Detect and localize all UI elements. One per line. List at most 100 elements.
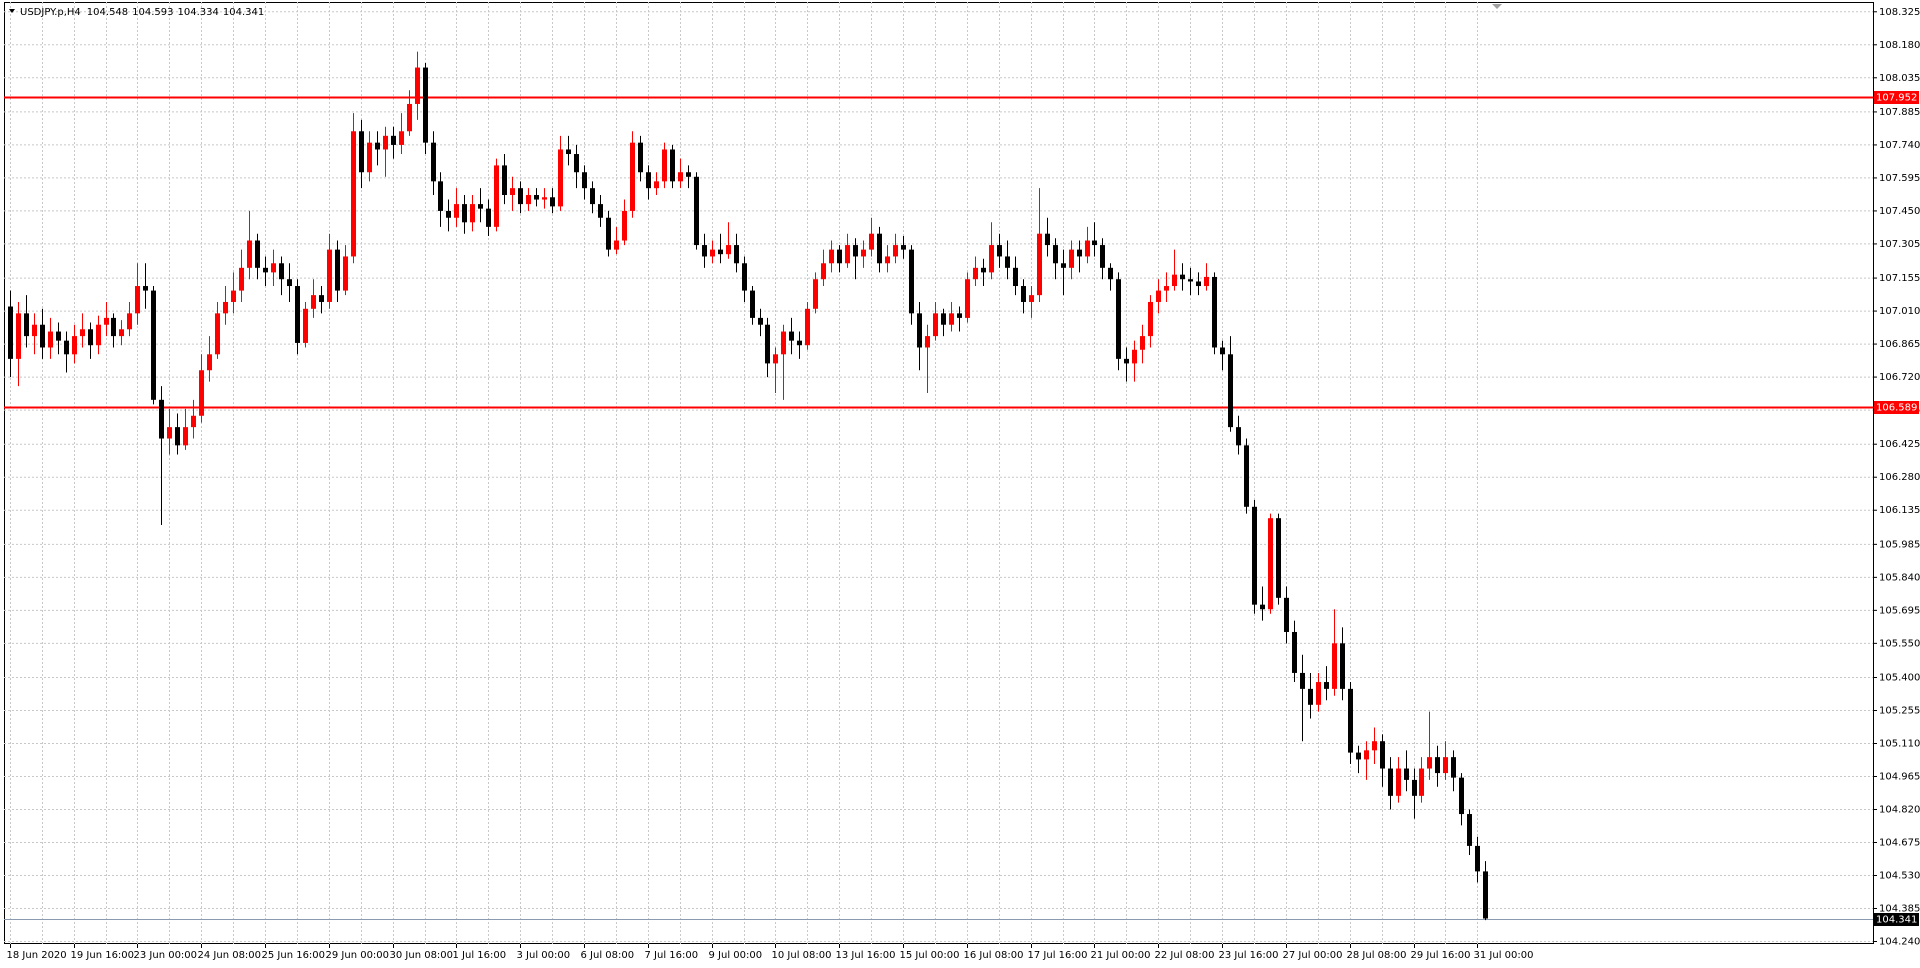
y-tick-label: 107.595 xyxy=(1879,173,1920,184)
candle-body xyxy=(494,165,499,227)
candle-body xyxy=(478,204,483,209)
candle-body xyxy=(1220,347,1225,355)
shift-marker[interactable] xyxy=(1492,4,1502,9)
x-tick-label: 25 Jun 16:00 xyxy=(262,950,326,961)
y-tick-label: 105.840 xyxy=(1879,572,1920,583)
candle-body xyxy=(1172,274,1177,287)
y-tick-label: 106.425 xyxy=(1879,439,1920,450)
price-label: 104.341 xyxy=(1876,915,1917,926)
candle-body xyxy=(1300,672,1305,689)
candle-body xyxy=(1332,643,1337,689)
candle-body xyxy=(510,188,515,195)
candle-body xyxy=(917,313,922,348)
candle-body xyxy=(1380,741,1385,769)
candle-body xyxy=(1443,757,1448,774)
candle-body xyxy=(143,286,148,291)
grid-layer xyxy=(4,2,1873,944)
candle-body xyxy=(167,427,172,439)
candle-body xyxy=(534,194,539,200)
candle-body xyxy=(56,331,61,341)
candle-body xyxy=(558,149,563,207)
candle-body xyxy=(1236,427,1241,446)
candle-body xyxy=(80,329,85,337)
candle-body xyxy=(702,245,707,257)
x-tick-label: 23 Jul 16:00 xyxy=(1219,950,1279,961)
candle-body xyxy=(223,301,228,314)
candle-body xyxy=(1188,279,1193,282)
candle-body xyxy=(311,295,316,309)
candle-body xyxy=(72,336,77,355)
label-layer: 108.325 108.180 108.035 107.885 107.740 107.5… xyxy=(7,7,1920,961)
x-tick-label: 18 Jun 2020 xyxy=(7,950,67,961)
candle-body xyxy=(335,249,340,291)
x-tick-label: 27 Jul 00:00 xyxy=(1283,950,1343,961)
candle-body xyxy=(239,267,244,291)
candle-body xyxy=(550,197,555,207)
level-label: 107.952 xyxy=(1876,93,1917,104)
candle-body xyxy=(1061,263,1066,268)
candle-body xyxy=(654,181,659,189)
x-tick-label: 6 Jul 08:00 xyxy=(581,950,635,961)
candle-body xyxy=(1029,295,1034,302)
candle-body xyxy=(518,188,523,205)
candle-body xyxy=(901,245,906,250)
low-value: 104.334 xyxy=(178,7,219,18)
level-label-box xyxy=(1874,401,1919,414)
candle-body xyxy=(726,245,731,255)
candle-body xyxy=(383,135,388,150)
candle-body xyxy=(215,313,220,355)
y-tick-label: 107.450 xyxy=(1879,206,1920,217)
candle-body xyxy=(574,154,579,173)
x-tick-label: 21 Jul 00:00 xyxy=(1091,950,1151,961)
candle-body xyxy=(678,172,683,182)
x-tick-label: 22 Jul 08:00 xyxy=(1155,950,1215,961)
candle-body xyxy=(24,313,29,337)
candle-body xyxy=(1388,768,1393,796)
candle-body xyxy=(542,197,547,200)
candle-body xyxy=(287,279,292,287)
candle-body xyxy=(64,340,69,355)
x-tick-label: 15 Jul 00:00 xyxy=(900,950,960,961)
candle-body xyxy=(598,204,603,218)
candle-body xyxy=(415,67,420,104)
candle-body xyxy=(805,308,810,346)
candle-body xyxy=(742,263,747,291)
chart-header: USDJPY.p,H4 104.548 104.593 104.334 104.341 xyxy=(20,7,264,18)
candle-body xyxy=(175,427,180,446)
candle-body xyxy=(462,204,467,223)
candle-body xyxy=(191,415,196,428)
candle-body xyxy=(630,142,635,211)
candle-body xyxy=(279,263,284,280)
candle-body xyxy=(789,331,794,341)
candle-body xyxy=(973,267,978,280)
candle-body xyxy=(773,354,778,364)
candle-body xyxy=(933,313,938,337)
candle-body xyxy=(1053,245,1058,264)
candle-layer xyxy=(8,51,1488,921)
level-layer xyxy=(4,96,1873,920)
y-tick-label: 107.305 xyxy=(1879,239,1920,250)
candle-body xyxy=(119,329,124,337)
candle-body xyxy=(1364,750,1369,760)
y-tick-label: 105.695 xyxy=(1879,605,1920,616)
level-label: 106.589 xyxy=(1876,403,1917,414)
candle-body xyxy=(758,317,763,325)
x-tick-label: 28 Jul 08:00 xyxy=(1347,950,1407,961)
candle-body xyxy=(207,354,212,371)
candle-body xyxy=(1316,682,1321,705)
x-tick-label: 23 Jun 00:00 xyxy=(134,950,198,961)
header-arrow[interactable] xyxy=(9,9,15,13)
candle-body xyxy=(159,399,164,439)
candle-body xyxy=(359,131,364,173)
candle-body xyxy=(646,172,651,189)
candle-body xyxy=(1180,274,1185,280)
candle-body xyxy=(622,210,627,241)
candle-body xyxy=(438,181,443,211)
x-tick-label: 3 Jul 00:00 xyxy=(517,950,571,961)
candle-body xyxy=(1483,871,1488,919)
x-tick-label: 17 Jul 16:00 xyxy=(1028,950,1088,961)
candle-body xyxy=(104,317,109,325)
candle-body xyxy=(981,267,986,273)
y-tick-label: 108.035 xyxy=(1879,73,1920,84)
candle-body xyxy=(1260,604,1265,610)
